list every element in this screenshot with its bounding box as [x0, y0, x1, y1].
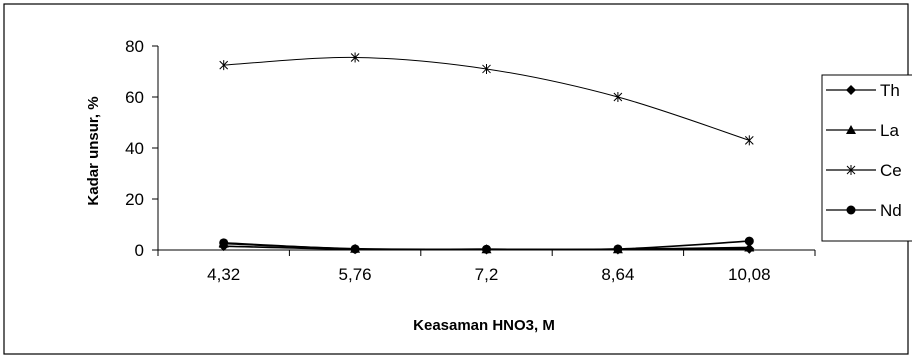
- legend-label-nd: Nd: [880, 201, 902, 220]
- data-point-nd: [482, 244, 491, 254]
- data-point-ce: [350, 52, 360, 63]
- legend-label-ce: Ce: [880, 161, 902, 180]
- data-point-nd: [613, 244, 623, 254]
- x-tick-label: 7,2: [475, 265, 499, 284]
- y-tick-label: 40: [125, 139, 144, 158]
- data-point-ce: [482, 63, 491, 74]
- x-tick-label: 8,64: [601, 265, 634, 284]
- x-ticks: 4,32 5,76 7,2 8,64 10,08: [157, 250, 816, 284]
- legend-box: [821, 74, 912, 242]
- x-axis-title: Keasaman HNO3, M: [413, 317, 555, 334]
- x-tick-label: 5,76: [339, 265, 372, 284]
- data-point-nd: [219, 238, 229, 248]
- data-point-nd: [744, 236, 754, 246]
- y-ticks: 0 20 40 60 80: [125, 37, 158, 260]
- legend-label-la: La: [880, 121, 899, 140]
- y-tick-label: 80: [125, 37, 144, 56]
- x-tick-label: 10,08: [728, 265, 771, 284]
- legend-label-th: Th: [880, 81, 900, 100]
- legend-marker-ce: [846, 165, 856, 175]
- y-tick-label: 0: [135, 241, 144, 260]
- y-tick-label: 60: [125, 88, 144, 107]
- plot-area: 0 20 40 60 80 4,32 5,76 7,2 8,64 10,08: [125, 37, 816, 284]
- data-point-ce: [744, 135, 754, 146]
- series-markers: [218, 52, 755, 255]
- data-point-nd: [350, 244, 360, 254]
- chart-border: [3, 3, 909, 355]
- data-point-la: [744, 242, 755, 252]
- legend-items: Th La Ce Nd: [826, 81, 902, 220]
- y-tick-label: 20: [125, 190, 144, 209]
- y-axis-title: Kadar unsur, %: [85, 96, 102, 205]
- legend-marker-th: [846, 85, 856, 95]
- legend-marker-nd: [846, 205, 856, 215]
- legend: Th La Ce Nd: [821, 74, 912, 242]
- data-point-ce: [219, 60, 229, 71]
- data-point-ce: [613, 92, 623, 102]
- x-tick-label: 4,32: [207, 265, 240, 284]
- legend-marker-la: [846, 125, 856, 134]
